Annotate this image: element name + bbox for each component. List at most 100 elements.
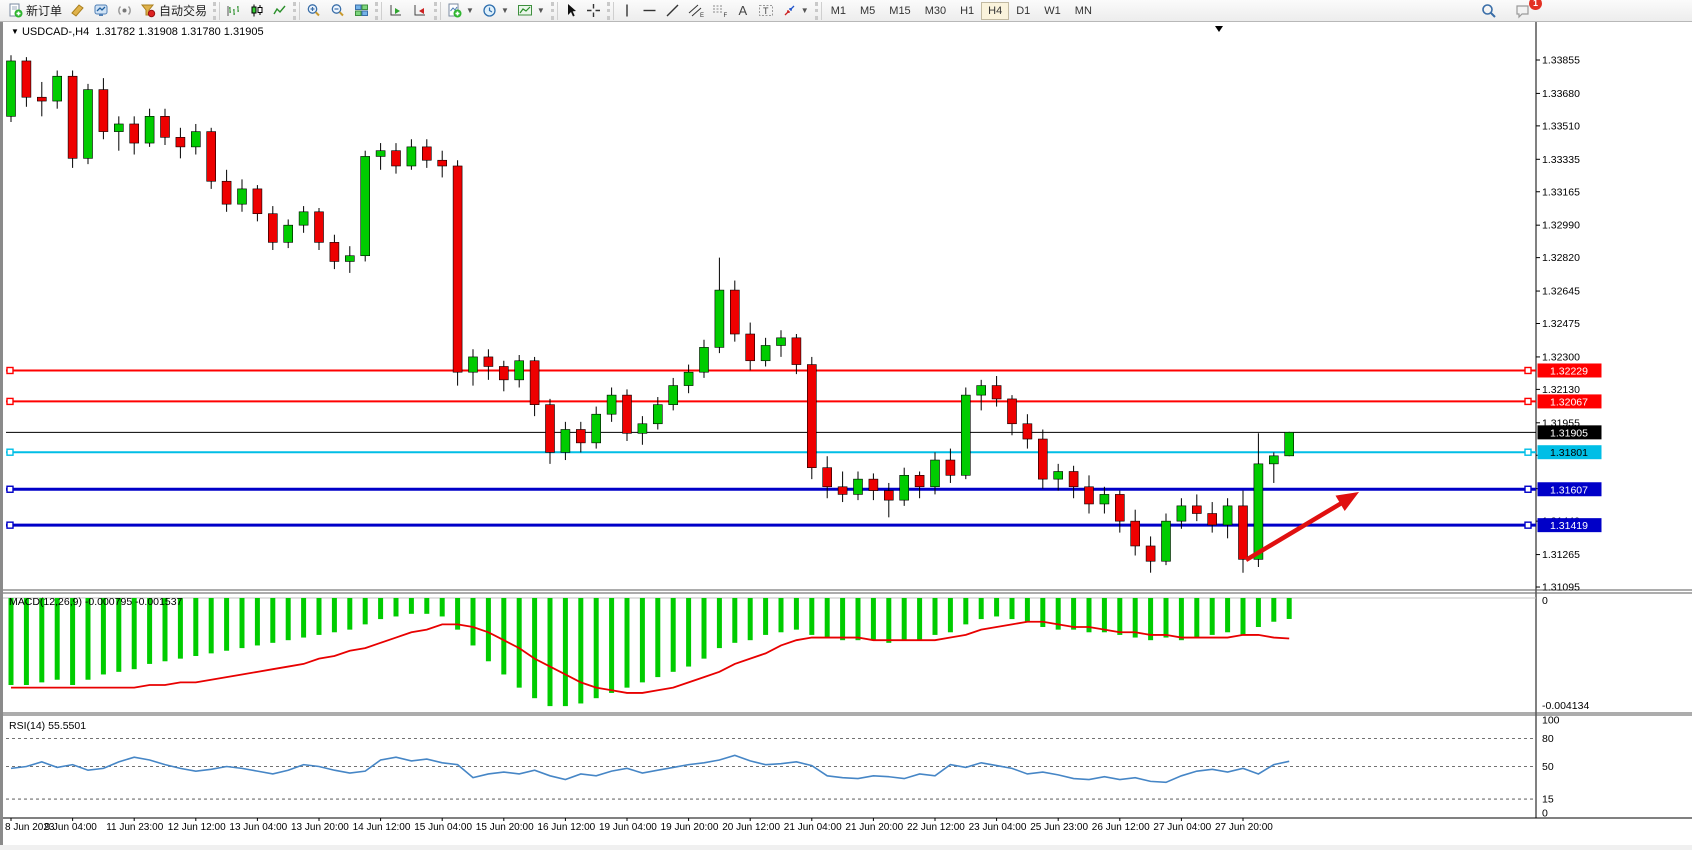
macd-bar [1024, 598, 1030, 622]
crosshair-tool-button[interactable] [582, 1, 605, 21]
toolbar-separator [293, 1, 301, 20]
text-tool-button[interactable]: A [732, 1, 754, 21]
timeframe-d1-button[interactable]: D1 [1016, 4, 1031, 17]
hline-endpoint-handle [6, 485, 14, 493]
svg-text:1.32229: 1.32229 [1550, 365, 1588, 377]
chart-shift-button[interactable] [408, 1, 432, 21]
signals-icon [118, 6, 131, 15]
candle [529, 360, 540, 405]
toolbar-separator [213, 1, 221, 20]
timeframe-w1-button[interactable]: W1 [1044, 4, 1061, 17]
vertical-line-icon [626, 4, 628, 17]
candle [1207, 513, 1217, 526]
indicators-dropdown-button[interactable]: ▼ [443, 1, 478, 21]
macd-bar [147, 598, 153, 664]
timeframe-h1-button[interactable]: H1 [960, 4, 975, 17]
svg-text:21 Jun 04:00: 21 Jun 04:00 [784, 822, 842, 833]
macd-bar [624, 598, 630, 688]
trendline-tool-button[interactable] [661, 1, 684, 21]
panel-frames [3, 22, 1692, 819]
svg-text:27 Jun 20:00: 27 Jun 20:00 [1215, 822, 1273, 833]
timeframe-h4-button[interactable]: H4 [981, 1, 1010, 20]
templates-dropdown-button[interactable]: ▼ [513, 1, 549, 21]
hlines-layer[interactable] [6, 366, 1536, 529]
signals-button[interactable] [113, 1, 136, 21]
macd-bar [886, 598, 892, 643]
macd-bar [393, 598, 399, 617]
macd-bar [840, 598, 846, 641]
collapse-triangle-icon[interactable]: ▼ [11, 27, 19, 36]
auto-scroll-button[interactable] [384, 1, 408, 21]
svg-text:80: 80 [1542, 733, 1554, 745]
svg-text:27 Jun 04:00: 27 Jun 04:00 [1153, 822, 1211, 833]
candle [191, 131, 201, 148]
candle [822, 467, 833, 488]
cursor-tool-button[interactable] [560, 1, 582, 21]
hline-endpoint-handle [6, 366, 14, 375]
tile-windows-button[interactable] [350, 1, 373, 21]
timeframe-m1-button[interactable]: M1 [830, 4, 846, 17]
search-button[interactable] [1477, 1, 1501, 21]
chart-window[interactable]: ▼ USDCAD-,H4 1.31782 1.31908 1.31780 1.3… [0, 22, 1692, 845]
macd-bar [116, 598, 122, 672]
macd-bar [532, 598, 538, 699]
macd-bar [732, 598, 738, 643]
macd-name: MACD(12,26,9) [9, 596, 82, 608]
candle [360, 156, 371, 257]
zoom-in-button[interactable] [302, 1, 326, 21]
horizontal-line-tool-button[interactable] [638, 1, 661, 21]
macd-bar [100, 598, 106, 675]
macd-bar [1055, 598, 1061, 630]
line-chart-view-button[interactable] [268, 1, 291, 21]
macd-bar [239, 598, 245, 649]
chart-shift-marker[interactable] [1215, 26, 1223, 32]
svg-text:0: 0 [1542, 595, 1548, 607]
chart-canvas[interactable]: 1.33855 1.33680 1.33510 1.33335 1.33165 1.329… [3, 22, 1692, 845]
profiles-button[interactable] [89, 1, 113, 21]
macd-bar [455, 598, 461, 630]
candlesticks-view-button[interactable] [245, 1, 268, 21]
macd-bar [331, 598, 337, 633]
candle [1068, 471, 1079, 488]
candle [391, 150, 401, 167]
vertical-line-tool-button[interactable] [616, 1, 638, 21]
svg-text:T: T [763, 6, 769, 16]
macd-bar [1132, 598, 1138, 638]
hline-endpoint-handle [1524, 521, 1532, 529]
metaeditor-button[interactable] [66, 1, 89, 21]
timeframe-mn-button[interactable]: MN [1074, 4, 1092, 17]
macd-bar [978, 598, 984, 620]
fibonacci-icon: F [712, 5, 727, 18]
arrows-dropdown-button[interactable]: ▼ [778, 1, 813, 21]
macd-bar [285, 598, 291, 641]
macd-bar [85, 598, 91, 680]
macd-bar [593, 598, 599, 699]
candle [1176, 505, 1187, 522]
zoom-out-button[interactable] [326, 1, 350, 21]
candle [837, 486, 848, 495]
svg-text:F: F [723, 13, 727, 18]
equidistant-channel-icon: E [688, 4, 704, 18]
horizontal-line-icon [643, 9, 656, 12]
trend-arrow-annotation[interactable] [1244, 492, 1359, 562]
candle [575, 429, 586, 444]
rsi-line [10, 754, 1290, 784]
notifications-button[interactable]: 1 [1511, 0, 1542, 21]
new-order-button[interactable]: 新订单 [4, 1, 66, 21]
candle [21, 60, 32, 98]
hline-endpoint-handle [1524, 366, 1532, 375]
timeframe-m30-button[interactable]: M30 [924, 4, 947, 17]
timeframe-m15-button[interactable]: M15 [889, 4, 911, 17]
periods-dropdown-button[interactable]: ▼ [478, 1, 513, 21]
channel-tool-button[interactable]: E [684, 1, 708, 21]
macd-bar [224, 598, 230, 651]
svg-text:26 Jun 12:00: 26 Jun 12:00 [1092, 822, 1150, 833]
fibonacci-tool-button[interactable]: F [708, 1, 732, 21]
candle [606, 394, 617, 415]
bars-view-button[interactable] [222, 1, 245, 21]
candle [144, 116, 155, 144]
autotrading-button[interactable]: 自动交易 [136, 1, 211, 21]
macd-bar [408, 598, 414, 614]
timeframe-m5-button[interactable]: M5 [860, 4, 876, 17]
text-label-tool-button[interactable]: T [754, 1, 778, 21]
